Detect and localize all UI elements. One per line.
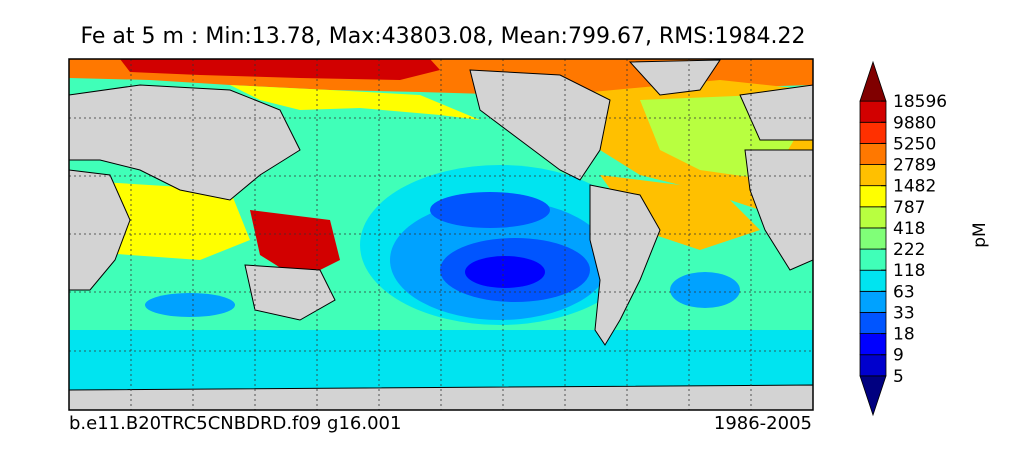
atlantic-tropical-orange — [600, 175, 760, 250]
arctic-shelf-max — [120, 59, 440, 80]
land-antarctica — [69, 384, 813, 410]
colorbar-extend-high — [859, 60, 887, 102]
colorbar-cell — [859, 227, 887, 250]
colorbar-tick-label: 9880 — [893, 113, 936, 133]
indonesia-high — [250, 210, 340, 280]
chart-title: Fe at 5 m : Min:13.78, Max:43803.08, Mea… — [80, 24, 806, 49]
colorbar-cell — [859, 290, 887, 313]
colorbar-tick-label: 18596 — [893, 92, 947, 112]
south-pacific-gyre-core — [465, 256, 545, 288]
colorbar-units-label: pM — [970, 222, 990, 247]
land-greenland — [628, 59, 721, 96]
land-north-america — [469, 69, 611, 181]
land-europe — [739, 84, 813, 141]
colorbar-cell — [859, 269, 887, 292]
colorbar-tick-label: 1482 — [893, 177, 936, 197]
colorbar-tick-label: 118 — [893, 261, 925, 281]
colorbar-cell — [859, 333, 887, 356]
colorbar-tick-label: 18 — [893, 325, 915, 345]
land-australia — [244, 264, 336, 321]
land-eurasia — [69, 84, 301, 201]
colorbar-cell — [859, 185, 887, 208]
colorbar-tick-label: 787 — [893, 198, 925, 218]
colorbar-cell — [859, 100, 887, 123]
colorbar-tick-label: 9 — [893, 346, 904, 366]
north-pacific-gyre — [430, 192, 550, 228]
colorbar-tick-label: 33 — [893, 303, 915, 323]
colorbar-cell — [859, 142, 887, 165]
colorbar-cell — [859, 206, 887, 229]
colorbar-cell — [859, 248, 887, 271]
colorbar-cell — [859, 164, 887, 187]
land-africa-east — [744, 149, 813, 271]
date-range: 1986-2005 — [713, 413, 812, 434]
colorbar-cell — [859, 312, 887, 335]
grid-lines — [69, 59, 813, 410]
colorbar-tick-label: 5250 — [893, 134, 936, 154]
north-pacific-yellow — [230, 85, 480, 120]
colorbar-tick-label: 63 — [893, 282, 915, 302]
colorbar-tick-label: 5 — [893, 367, 904, 387]
south-atlantic-blue — [670, 272, 740, 308]
colorbar-tick-label: 2789 — [893, 156, 936, 176]
colorbar-tick-label: 418 — [893, 219, 925, 239]
land-south-america — [589, 184, 661, 346]
colorbar-tick-label: 222 — [893, 240, 925, 260]
case-name: b.e11.B20TRC5CNBDRD.f09 g16.001 — [69, 413, 402, 434]
colorbar-cell — [859, 354, 887, 377]
land — [69, 59, 813, 410]
land-africa — [69, 169, 131, 291]
indian-ocean-blue — [145, 293, 235, 317]
colorbar-cell — [859, 121, 887, 144]
colorbar-extend-low — [859, 375, 887, 417]
map-frame — [68, 58, 814, 411]
